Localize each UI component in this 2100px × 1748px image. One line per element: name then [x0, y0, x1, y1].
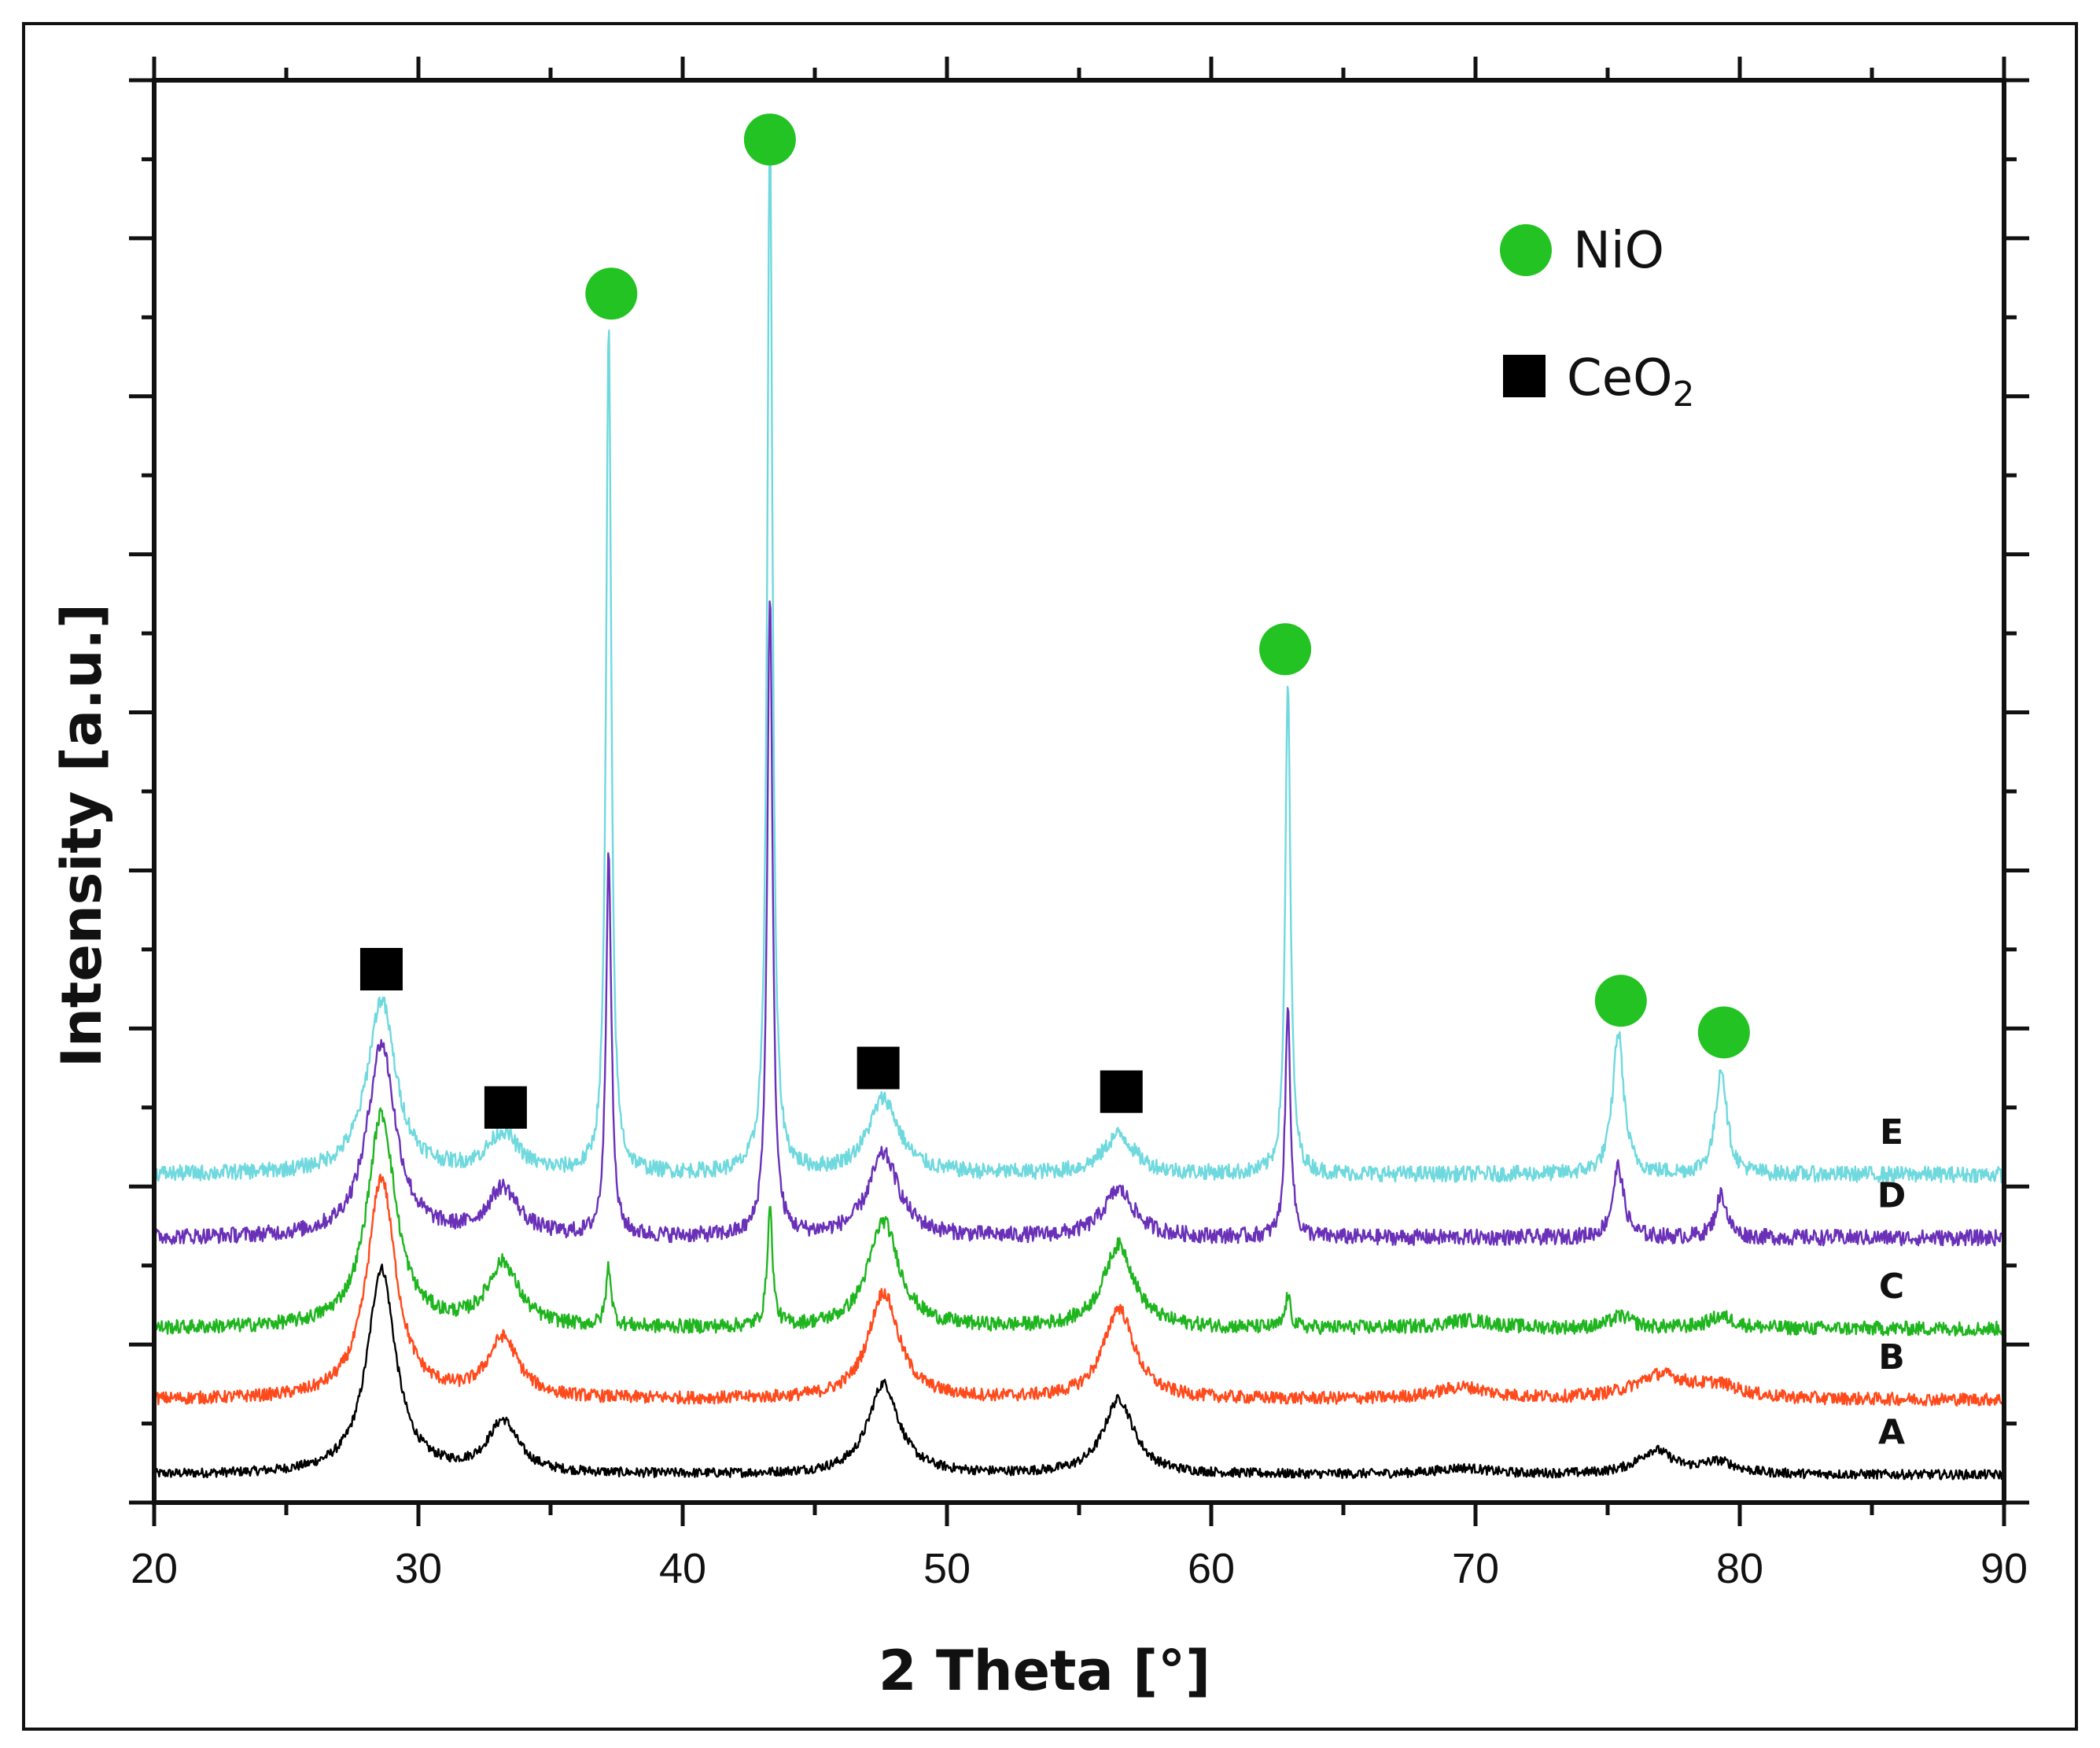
legend-nio-marker: [1500, 224, 1552, 276]
x-tick-label: 50: [923, 1545, 971, 1592]
nio-peak-marker: [743, 113, 796, 166]
series-C-line: [153, 1107, 2006, 1337]
x-tick-label: 60: [1188, 1545, 1235, 1592]
peak-markers-layer: [359, 113, 1750, 1129]
legend-nio-label: NiO: [1573, 222, 1664, 280]
series-D-line: [153, 600, 2006, 1247]
series-label-E: E: [1880, 1112, 1903, 1152]
x-tick-labels: 20 30 40 50 60 70 80 90: [131, 1545, 2028, 1592]
x-tick-label: 30: [395, 1545, 442, 1592]
ticks-layer: [129, 57, 2029, 1526]
x-tick-label: 70: [1452, 1545, 1499, 1592]
series-A-line: [153, 1263, 2006, 1481]
legend-ceo2-marker: [1503, 355, 1546, 397]
legend-ceo2-label-main: CeO: [1567, 349, 1672, 407]
x-tick-label: 40: [659, 1545, 706, 1592]
legend-ceo2-label: CeO2: [1567, 349, 1694, 415]
figure-border: [22, 22, 2078, 1731]
nio-peak-marker: [1259, 623, 1312, 676]
series-label-B: B: [1878, 1337, 1905, 1377]
x-axis-title: 2 Theta [°]: [879, 1639, 1210, 1703]
nio-peak-marker: [585, 267, 638, 320]
y-axis-title: Intensity [a.u.]: [50, 603, 114, 1068]
nio-peak-marker: [1697, 1006, 1750, 1059]
legend: NiO CeO2: [1500, 222, 1694, 415]
ceo2-peak-marker: [1100, 1070, 1143, 1113]
x-tick-label: 80: [1716, 1545, 1763, 1592]
legend-ceo2-label-sub: 2: [1672, 374, 1694, 415]
series-labels: ABC DE: [1877, 1112, 1907, 1453]
traces-layer: [153, 124, 2006, 1481]
ceo2-peak-marker: [359, 948, 403, 990]
nio-peak-marker: [1594, 975, 1647, 1027]
plot-area-frame: [152, 78, 2006, 1505]
series-B-line: [153, 1173, 2006, 1407]
x-tick-label: 20: [131, 1545, 178, 1592]
series-E-line: [153, 124, 2005, 1184]
series-label-D: D: [1877, 1175, 1907, 1215]
axes-layer: [152, 78, 2006, 1505]
ceo2-peak-marker: [857, 1046, 900, 1090]
series-label-C: C: [1879, 1267, 1904, 1307]
ceo2-peak-marker: [484, 1086, 527, 1129]
series-label-A: A: [1878, 1413, 1905, 1453]
x-tick-label: 90: [1980, 1545, 2028, 1592]
